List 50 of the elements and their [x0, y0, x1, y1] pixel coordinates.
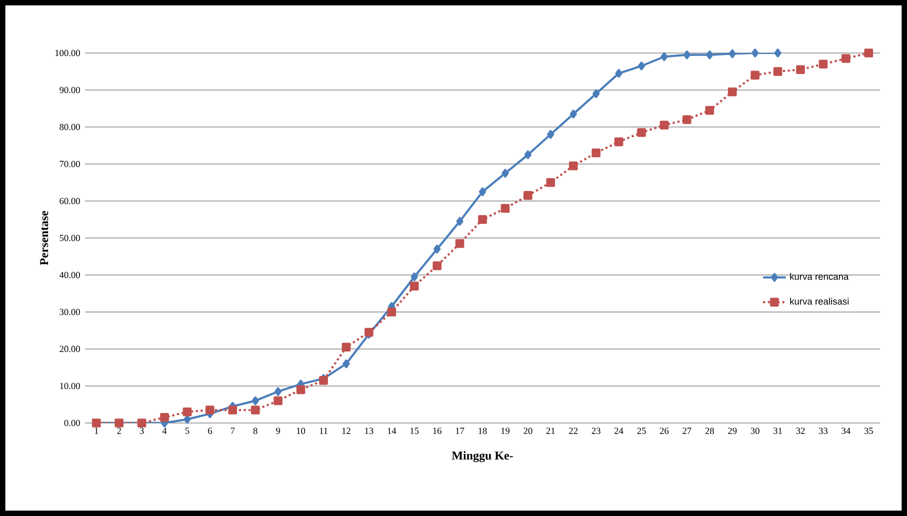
x-tick-label: 18 — [478, 428, 487, 434]
x-tick-label: 13 — [365, 428, 374, 434]
x-tick-label: 31 — [774, 428, 782, 434]
y-tick-label: 80.00 — [60, 124, 80, 130]
x-tick-label: 15 — [410, 428, 419, 434]
x-tick-label: 35 — [864, 428, 873, 434]
x-tick-label: 14 — [388, 428, 396, 434]
x-tick-label: 10 — [296, 428, 306, 434]
x-tick-label: 8 — [253, 428, 258, 434]
y-tick-label: 90.00 — [60, 86, 80, 94]
x-tick-label: 17 — [456, 428, 464, 434]
y-tick-label: 70.00 — [60, 160, 80, 168]
x-tick-label: 20 — [524, 428, 532, 434]
x-tick-label: 19 — [501, 428, 510, 434]
legend-label: kurva realisasi — [790, 298, 849, 305]
y-tick-label: 20.00 — [60, 346, 80, 352]
y-axis-title: Persentase — [40, 210, 48, 266]
y-tick-label: 10.00 — [60, 382, 80, 390]
x-tick-label: 9 — [276, 428, 280, 434]
x-tick-label: 27 — [682, 428, 692, 434]
x-tick-label: 23 — [592, 428, 600, 434]
y-tick-label: 100.00 — [55, 50, 80, 56]
x-tick-label: 4 — [162, 428, 167, 434]
x-tick-label: 16 — [433, 428, 442, 434]
x-tick-label: 5 — [185, 428, 190, 434]
x-tick-label: 1 — [94, 428, 98, 434]
y-tick-label: 0.00 — [64, 420, 80, 426]
y-tick-label: 30.00 — [60, 308, 80, 316]
x-tick-label: 6 — [208, 428, 212, 434]
x-tick-label: 25 — [637, 428, 646, 434]
x-tick-label: 3 — [140, 428, 144, 434]
x-tick-label: 21 — [546, 428, 555, 434]
y-tick-label: 40.00 — [59, 272, 80, 278]
x-tick-label: 2 — [117, 428, 121, 434]
y-tick-label: 60.00 — [60, 198, 80, 204]
x-tick-label: 12 — [342, 428, 350, 434]
x-tick-label: 7 — [230, 428, 235, 434]
x-tick-label: 33 — [818, 428, 828, 434]
x-tick-label: 24 — [614, 428, 624, 434]
x-tick-label: 26 — [660, 428, 669, 434]
x-tick-label: 34 — [842, 428, 850, 434]
x-tick-label: 11 — [320, 428, 328, 434]
x-tick-label: 32 — [796, 428, 805, 434]
x-tick-label: 28 — [705, 428, 714, 434]
x-axis-title: Minggu Ke- — [452, 451, 513, 462]
x-tick-label: 22 — [569, 428, 578, 434]
legend-label: kurva rencana — [790, 273, 849, 280]
x-tick-label: 30 — [750, 428, 760, 434]
y-tick-label: 50.00 — [60, 234, 80, 242]
x-tick-label: 29 — [728, 428, 737, 434]
